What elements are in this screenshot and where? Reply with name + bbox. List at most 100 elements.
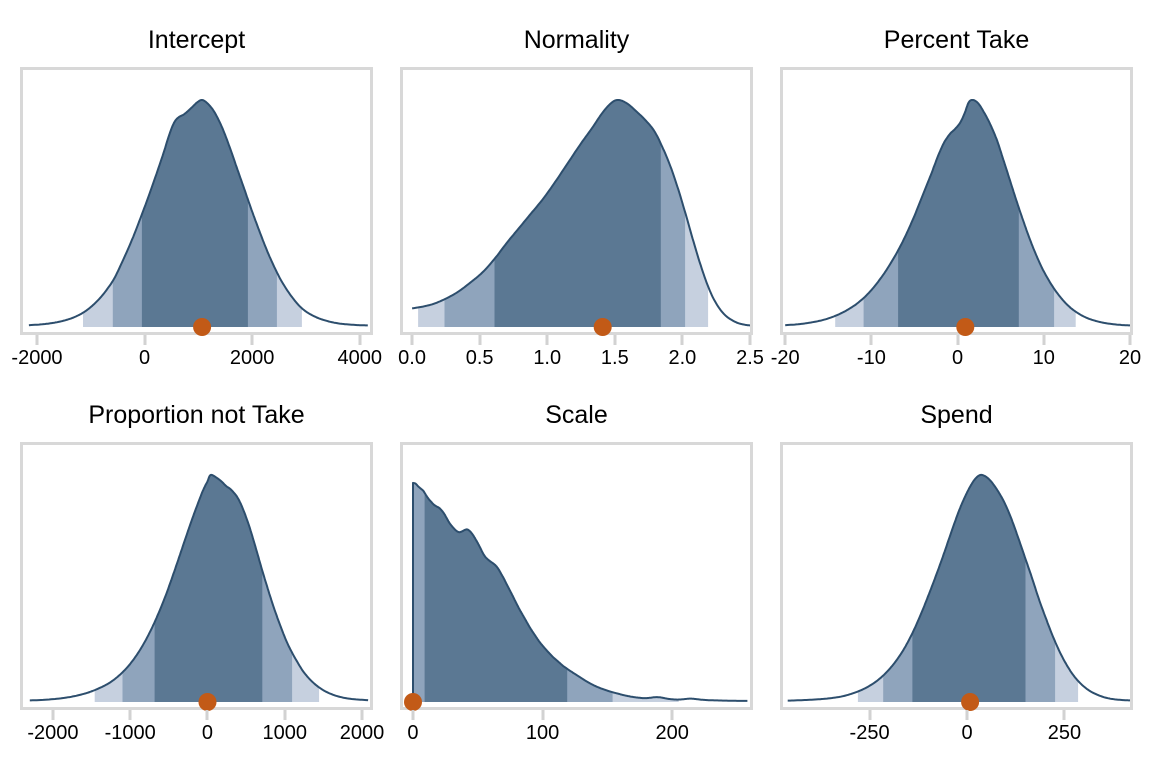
density-curve xyxy=(411,99,751,327)
x-tick-label: 0 xyxy=(952,347,964,369)
x-tick-mark xyxy=(868,710,872,720)
x-tick-mark xyxy=(35,335,39,345)
x-tick-label: 0.0 xyxy=(398,347,426,369)
x-tick-mark xyxy=(360,710,364,720)
x-tick-mark xyxy=(613,335,617,345)
x-tick-mark xyxy=(358,335,362,345)
panel-title: Normality xyxy=(523,26,630,54)
x-tick-mark xyxy=(869,335,873,345)
point-estimate-dot xyxy=(193,318,212,336)
panel-title: Percent Take xyxy=(883,26,1030,54)
x-tick-label: 1.5 xyxy=(600,347,629,369)
x-axis: 0 100 200 xyxy=(400,710,753,750)
credible-band-dark xyxy=(424,492,568,702)
density-curve xyxy=(412,481,748,702)
point-estimate-dot xyxy=(404,693,422,711)
x-tick-label: -1000 xyxy=(104,722,156,744)
x-tick-label: -250 xyxy=(849,722,890,744)
plot-frame xyxy=(20,442,373,711)
credible-band-dark xyxy=(494,100,661,327)
x-axis: -2000 0 2000 4000 xyxy=(11,335,382,375)
x-tick-mark xyxy=(51,710,55,720)
x-axis: 0.0 0.5 1.0 1.5 2.0 2.5 xyxy=(398,335,764,375)
plot-frame xyxy=(400,67,753,336)
x-tick-label: -2000 xyxy=(11,347,63,369)
x-tick-mark xyxy=(410,335,414,345)
x-tick-mark xyxy=(1128,335,1132,345)
x-tick-mark xyxy=(783,335,787,345)
x-tick-label: 2000 xyxy=(229,347,275,369)
density-plot xyxy=(411,99,751,336)
credible-band-dark xyxy=(141,100,248,327)
panel-intercept: Intercept -2000 0 2000 4000 xyxy=(11,0,382,375)
x-tick-mark xyxy=(1062,710,1066,720)
x-tick-label: 10 xyxy=(1032,347,1055,369)
x-tick-mark xyxy=(965,710,969,720)
x-tick-mark xyxy=(670,710,674,720)
x-tick-mark xyxy=(283,710,287,720)
x-tick-mark xyxy=(680,335,684,345)
x-tick-label: 250 xyxy=(1047,722,1082,744)
panel-title: Spend xyxy=(920,401,993,429)
x-tick-mark xyxy=(478,335,482,345)
plot-frame xyxy=(780,442,1133,711)
density-plot xyxy=(787,473,1131,711)
x-tick-label: 2.0 xyxy=(668,347,697,369)
density-curve xyxy=(29,473,369,702)
x-tick-label: 0 xyxy=(961,722,973,744)
panel-title: Proportion not Take xyxy=(88,401,305,429)
density-curve xyxy=(785,99,1131,327)
density-plot xyxy=(404,481,748,711)
x-tick-mark xyxy=(1042,335,1046,345)
x-tick-label: 4000 xyxy=(337,347,383,369)
x-tick-label: 0 xyxy=(201,722,214,744)
x-tick-label: 2000 xyxy=(339,722,385,744)
x-tick-mark xyxy=(545,335,549,345)
density-plot-grid: Intercept -2000 0 2000 4000 Normality 0.0 0.… xyxy=(11,0,1141,750)
point-estimate-dot xyxy=(198,693,217,711)
x-tick-mark xyxy=(541,710,545,720)
x-tick-label: 2.5 xyxy=(736,347,764,369)
x-tick-mark xyxy=(748,335,752,345)
density-plot xyxy=(28,99,369,336)
x-tick-mark xyxy=(128,710,132,720)
panel-spend: Spend -250 0 250 xyxy=(780,375,1133,750)
density-plot xyxy=(29,473,369,711)
density-plot xyxy=(785,99,1131,336)
x-tick-label: -2000 xyxy=(27,722,79,744)
x-tick-label: 1000 xyxy=(262,722,307,744)
x-tick-mark xyxy=(205,710,209,720)
x-tick-mark xyxy=(956,335,960,345)
panel-title: Scale xyxy=(545,401,608,429)
x-tick-mark xyxy=(143,335,147,345)
panel-proportion-not-take: Proportion not Take -2000 -1000 0 1000 2000 xyxy=(20,375,384,750)
x-tick-label: -20 xyxy=(770,347,800,369)
x-tick-label: 0 xyxy=(139,347,151,369)
density-curve xyxy=(787,473,1131,702)
panel-scale: Scale 0 100 200 xyxy=(400,375,753,750)
point-estimate-dot xyxy=(593,318,612,336)
credible-band-dark xyxy=(154,474,263,702)
density-curve xyxy=(28,99,369,327)
plot-frame xyxy=(20,67,373,336)
x-tick-label: 200 xyxy=(655,722,689,744)
point-estimate-dot xyxy=(956,318,975,336)
plot-frame xyxy=(780,67,1133,336)
x-tick-label: -10 xyxy=(856,347,886,369)
credible-band-dark xyxy=(912,474,1026,702)
x-axis: -20 -10 0 10 20 xyxy=(771,335,1141,375)
plot-frame xyxy=(400,442,753,711)
x-tick-label: 20 xyxy=(1118,347,1142,369)
x-tick-label: 100 xyxy=(525,722,560,744)
x-tick-mark xyxy=(411,710,415,720)
x-tick-label: 1.0 xyxy=(533,347,562,369)
x-tick-label: 0 xyxy=(407,722,419,744)
credible-band-dark xyxy=(898,100,1019,327)
x-axis: -2000 -1000 0 1000 2000 xyxy=(20,710,384,750)
x-axis: -250 0 250 xyxy=(780,710,1133,750)
x-tick-label: 0.5 xyxy=(465,347,494,369)
point-estimate-dot xyxy=(961,693,980,711)
x-tick-mark xyxy=(250,335,254,345)
panel-title: Intercept xyxy=(147,26,246,54)
panel-percent-take: Percent Take -20 -10 0 10 20 xyxy=(771,0,1141,375)
